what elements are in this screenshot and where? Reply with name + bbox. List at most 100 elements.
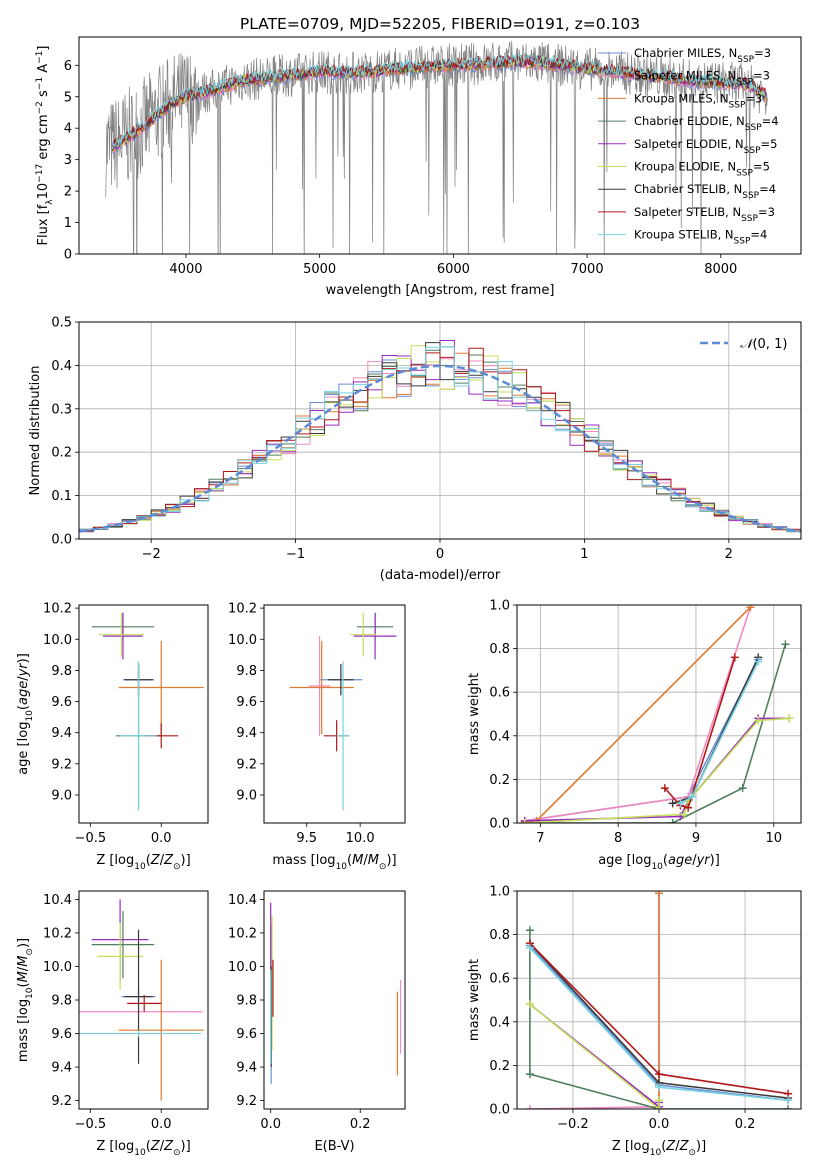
figure-title: PLATE=0709, MJD=52205, FIBERID=0191, z=0… — [240, 15, 640, 33]
weight-marker — [525, 1000, 534, 1009]
weight-line-5 — [529, 1003, 660, 1109]
plot-area-mass-vs-ebv — [270, 902, 402, 1084]
gaussian-curve — [79, 364, 801, 533]
weight-marker — [684, 803, 693, 812]
y-tick-label: 9.2 — [236, 1094, 257, 1109]
x-tick-label: 6000 — [437, 262, 470, 277]
weight-line-4 — [524, 717, 790, 822]
legend-entry: Kroupa STELIB, NSSP=4 — [634, 228, 767, 247]
y-tick-label: 2 — [64, 185, 72, 200]
x-tick-label: −1 — [286, 547, 305, 562]
y-tick-label: 9.0 — [51, 788, 72, 803]
legend-entry: Kroupa ELODIE, NSSP=5 — [634, 160, 770, 179]
y-tick-label: 10.4 — [228, 893, 257, 908]
x-tick-label: 0.2 — [735, 1117, 756, 1132]
axes-frame — [78, 36, 802, 255]
x-tick-label: 7000 — [571, 262, 604, 277]
plot-area-spectrum — [105, 40, 768, 254]
legend-entry: Salpeter ELODIE, NSSP=5 — [634, 137, 777, 156]
plot-area-age-vs-Z — [91, 612, 204, 811]
y-axis-label: mass [log10(M/M⊙)] — [16, 938, 35, 1062]
x-tick-label: −0.2 — [557, 1117, 589, 1132]
x-tick-label: 1 — [580, 547, 588, 562]
y-axis-label: age [log10(age/yr)] — [16, 653, 35, 775]
weight-line-1 — [529, 893, 660, 1109]
weight-marker — [680, 810, 689, 819]
x-axis-label: wavelength [Angstrom, rest frame] — [326, 283, 555, 298]
weight-marker — [781, 640, 790, 649]
x-tick-label: −2 — [142, 547, 161, 562]
weight-marker — [784, 1096, 793, 1105]
weight-line-5 — [524, 717, 790, 823]
y-tick-label: 0.8 — [489, 928, 510, 943]
y-tick-label: 9.4 — [236, 726, 257, 741]
x-tick-label: 2 — [725, 547, 733, 562]
axes-frame — [263, 890, 406, 1110]
x-tick-label: 0.2 — [350, 1117, 371, 1132]
y-axis-label: mass weight — [467, 673, 482, 755]
y-tick-label: 6 — [64, 59, 72, 74]
y-tick-label: 0.5 — [51, 316, 72, 331]
y-tick-label: 0.6 — [489, 972, 510, 987]
weight-marker — [784, 1105, 793, 1109]
y-tick-label: 9.6 — [51, 695, 72, 710]
x-tick-label: 4000 — [169, 262, 202, 277]
y-tick-label: 9.6 — [236, 1027, 257, 1042]
y-tick-label: 3 — [64, 153, 72, 168]
y-tick-label: 4 — [64, 122, 72, 137]
y-tick-label: 9.2 — [51, 1094, 72, 1109]
weight-marker — [730, 653, 739, 662]
axes-frame — [516, 604, 802, 824]
model-fit-8 — [111, 53, 768, 150]
legend-entry: Salpeter STELIB, NSSP=3 — [634, 205, 775, 224]
y-tick-label: 10.2 — [43, 602, 72, 617]
weight-marker — [668, 799, 677, 808]
y-tick-label: 0.0 — [489, 817, 510, 832]
x-axis-label: E(B-V) — [314, 1139, 354, 1154]
x-tick-label: 9.5 — [296, 831, 317, 846]
axes-frame — [78, 890, 209, 1110]
weight-marker — [676, 799, 685, 808]
y-tick-label: 0 — [64, 248, 72, 263]
weight-marker — [655, 1070, 663, 1079]
y-tick-label: 9.8 — [51, 664, 72, 679]
y-axis-label: mass weight — [467, 959, 482, 1041]
weight-marker — [655, 891, 663, 898]
weight-marker — [525, 943, 534, 952]
y-axis-label: Normed distribution — [28, 366, 43, 496]
x-tick-label: 7 — [536, 831, 544, 846]
x-tick-label: 5000 — [303, 262, 336, 277]
plot-area-age-vs-mass — [289, 612, 397, 811]
weight-marker — [688, 792, 697, 801]
y-tick-label: 9.4 — [236, 1061, 257, 1076]
x-axis-label: mass [log10(M/M⊙)] — [272, 853, 396, 872]
y-tick-label: 0.6 — [489, 686, 510, 701]
y-tick-label: 9.2 — [51, 757, 72, 772]
y-tick-label: 9.2 — [236, 757, 257, 772]
x-tick-label: 8 — [614, 831, 622, 846]
y-tick-label: 0.4 — [489, 729, 510, 744]
x-tick-label: −0.5 — [75, 1117, 107, 1132]
x-axis-label: Z [log10(Z/Z⊙)] — [96, 1139, 190, 1158]
weight-marker — [668, 819, 677, 823]
weight-marker — [738, 784, 747, 793]
weight-marker — [655, 1096, 663, 1105]
y-axis-label: Flux [fλ10−17 erg cm−2 s−1 A−1] — [35, 46, 55, 246]
y-tick-label: 9.8 — [236, 664, 257, 679]
y-tick-label: 0.1 — [51, 489, 72, 504]
y-tick-label: 1.0 — [489, 885, 510, 900]
weight-marker — [660, 784, 669, 793]
plot-area-residuals — [79, 340, 801, 533]
x-axis-label: Z [log10(Z/Z⊙)] — [96, 853, 190, 872]
plot-area-massweight-vs-age — [520, 605, 794, 823]
y-tick-label: 0.0 — [489, 1103, 510, 1118]
x-tick-label: −0.5 — [75, 831, 107, 846]
y-tick-label: 9.8 — [236, 994, 257, 1009]
x-tick-label: 0.0 — [151, 831, 172, 846]
y-tick-label: 9.0 — [236, 788, 257, 803]
legend-entry: Salpeter MILES, NSSP=3 — [634, 69, 770, 88]
x-axis-label: age [log10(age/yr)] — [598, 853, 720, 872]
y-tick-label: 0.2 — [51, 446, 72, 461]
model-fit-7 — [112, 54, 768, 148]
